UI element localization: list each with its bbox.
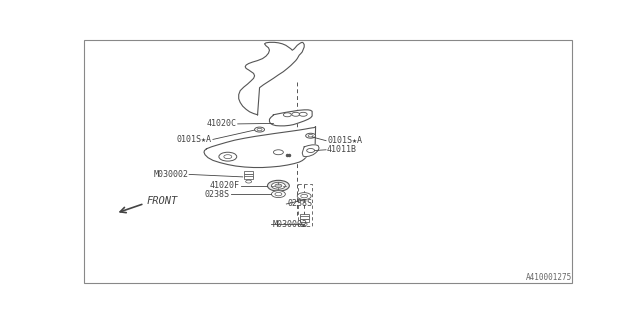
- Circle shape: [300, 112, 307, 116]
- Circle shape: [306, 133, 316, 138]
- Circle shape: [255, 127, 264, 132]
- Circle shape: [301, 223, 307, 226]
- Text: 0101S★A: 0101S★A: [327, 136, 362, 145]
- Circle shape: [292, 112, 300, 116]
- Text: 41020C: 41020C: [206, 119, 236, 128]
- Circle shape: [246, 180, 252, 183]
- Text: FRONT: FRONT: [147, 196, 178, 206]
- Bar: [244, 174, 253, 177]
- Polygon shape: [302, 145, 319, 157]
- Circle shape: [284, 113, 291, 117]
- Text: 0101S★A: 0101S★A: [177, 135, 211, 144]
- Circle shape: [297, 193, 311, 200]
- Text: M030002: M030002: [153, 170, 188, 179]
- Bar: [300, 214, 308, 217]
- Text: A410001275: A410001275: [526, 273, 572, 282]
- Bar: [244, 171, 253, 174]
- Circle shape: [268, 180, 289, 191]
- Circle shape: [307, 148, 315, 153]
- Text: 41011B: 41011B: [327, 145, 357, 154]
- Circle shape: [271, 182, 285, 189]
- Circle shape: [273, 150, 284, 155]
- Text: M030002: M030002: [273, 220, 307, 229]
- Bar: [244, 176, 253, 179]
- Circle shape: [219, 152, 237, 161]
- Bar: [300, 219, 308, 222]
- Polygon shape: [269, 110, 312, 126]
- Circle shape: [271, 191, 285, 197]
- Text: 0238S: 0238S: [205, 190, 230, 199]
- Text: 0238S: 0238S: [287, 199, 312, 209]
- Polygon shape: [204, 127, 316, 167]
- Circle shape: [275, 184, 282, 188]
- Bar: [300, 216, 308, 219]
- Text: 41020F: 41020F: [210, 181, 240, 190]
